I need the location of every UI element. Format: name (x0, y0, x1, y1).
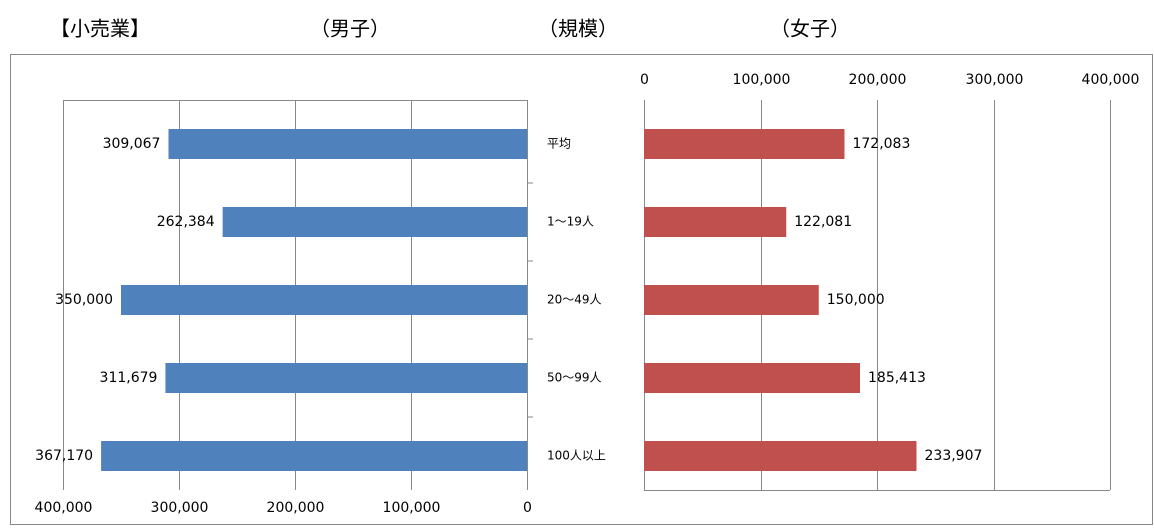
bar (644, 129, 845, 159)
x-tick-label: 300,000 (151, 500, 209, 516)
chart-title: 【小売業】 (50, 17, 150, 41)
data-label: 150,000 (827, 292, 885, 308)
y-tick-label: 100人以上 (547, 449, 606, 463)
series-header: （男子） (310, 17, 390, 41)
series-header: （女子） (770, 17, 850, 41)
y-tick-label: 20～49人 (547, 293, 602, 307)
category-header: （規模） (538, 17, 618, 41)
x-tick-label: 300,000 (966, 72, 1024, 88)
data-label: 311,679 (100, 370, 158, 386)
bar (644, 363, 861, 393)
bar (222, 207, 527, 237)
x-tick-label: 200,000 (267, 500, 325, 516)
data-label: 262,384 (157, 214, 215, 230)
x-tick-label: 100,000 (383, 500, 441, 516)
data-label: 122,081 (794, 214, 852, 230)
data-label: 172,083 (852, 136, 910, 152)
bar (644, 441, 917, 471)
data-label: 367,170 (35, 448, 93, 464)
bar (644, 285, 819, 315)
x-tick-label: 100,000 (733, 72, 791, 88)
bar (165, 363, 527, 393)
bar (168, 129, 527, 159)
y-tick-label: 平均 (547, 137, 571, 151)
data-label: 233,907 (925, 448, 983, 464)
data-label: 309,067 (103, 136, 161, 152)
bar (121, 285, 527, 315)
y-tick-label: 50～99人 (547, 371, 602, 385)
y-tick-label: 1～19人 (547, 215, 594, 229)
data-label: 350,000 (55, 292, 113, 308)
x-tick-label: 400,000 (1082, 72, 1140, 88)
x-tick-label: 0 (640, 72, 649, 88)
x-tick-label: 0 (523, 500, 532, 516)
bar (644, 207, 787, 237)
data-label: 185,413 (868, 370, 926, 386)
x-tick-label: 400,000 (35, 500, 93, 516)
x-tick-label: 200,000 (849, 72, 907, 88)
bar (101, 441, 528, 471)
